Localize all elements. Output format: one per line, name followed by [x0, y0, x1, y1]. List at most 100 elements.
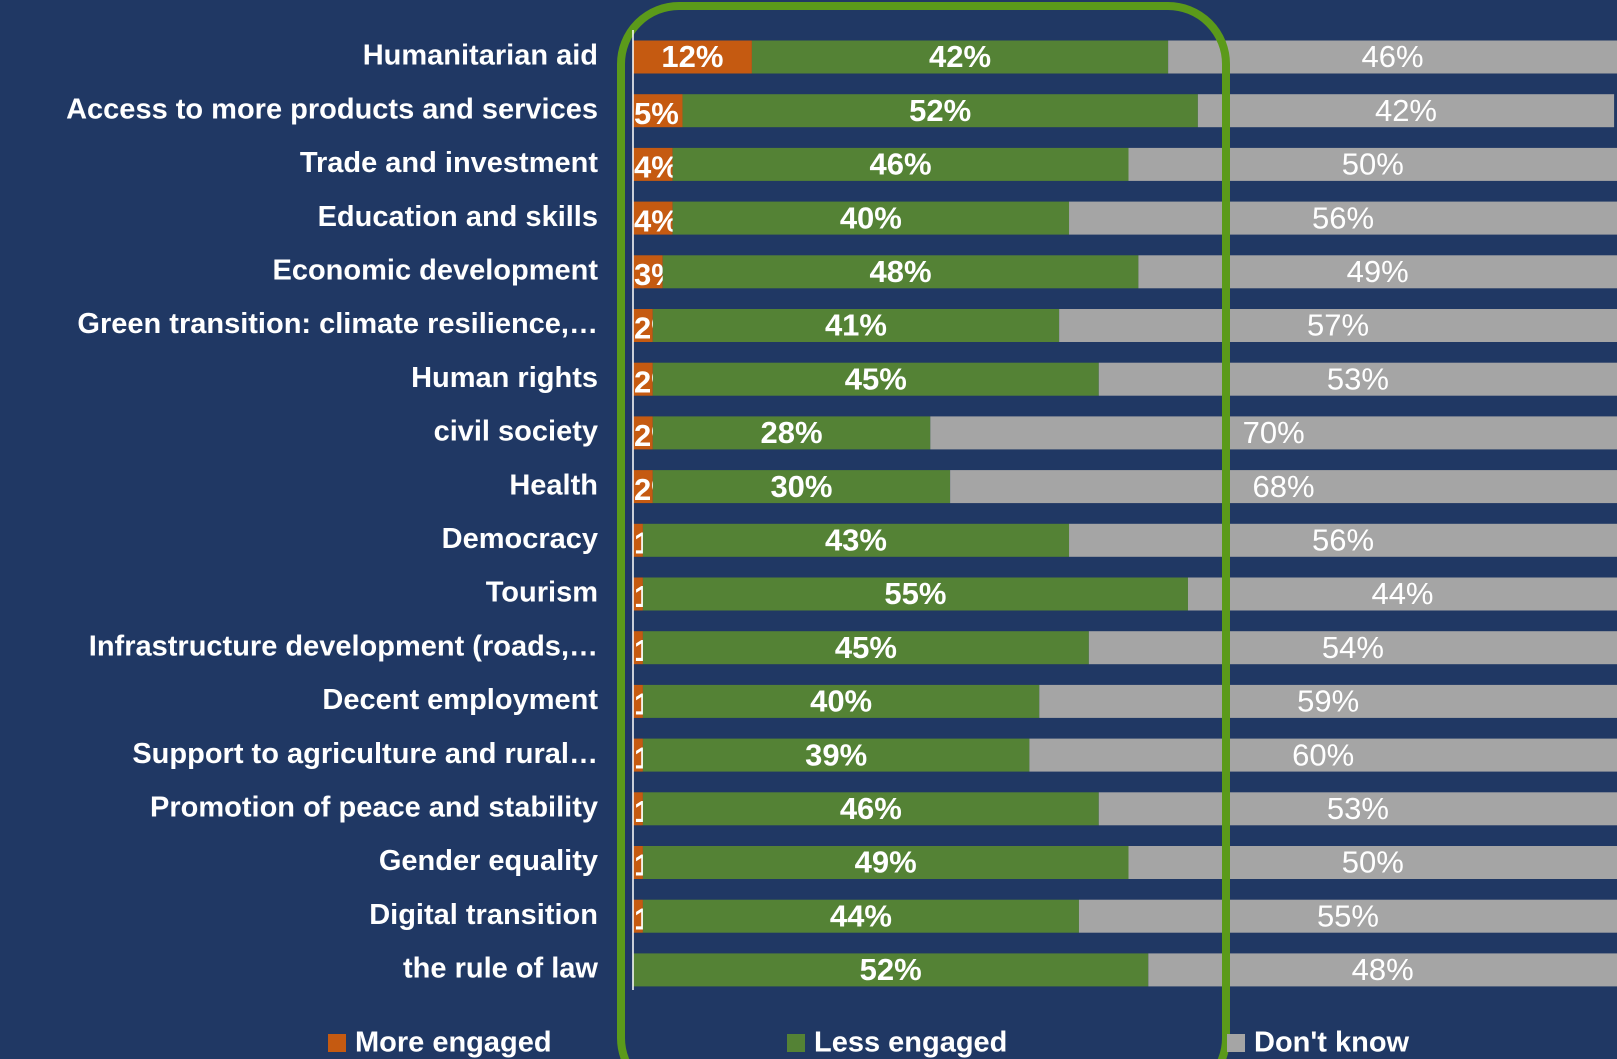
- bar-segment: [1098, 362, 1617, 396]
- bar-segment: [1098, 792, 1617, 826]
- bar-segment: [633, 577, 643, 611]
- bar-segment: [633, 362, 653, 396]
- data-label: 44%: [830, 898, 892, 933]
- y-tick-label: Digital transition: [369, 899, 598, 931]
- data-label: 50%: [1342, 147, 1404, 182]
- bar-segment: [633, 684, 643, 718]
- data-label: 46%: [840, 791, 902, 826]
- data-label: 60%: [1292, 737, 1354, 772]
- data-label: 40%: [840, 200, 902, 235]
- data-label: 39%: [805, 737, 867, 772]
- data-label: 48%: [870, 254, 932, 289]
- bar-segment: [642, 899, 1079, 933]
- bar-segment: [642, 577, 1188, 611]
- bar-segment: [652, 470, 951, 504]
- bar-segment: [642, 523, 1070, 557]
- data-label: 4%: [634, 150, 679, 185]
- y-tick-label: Green transition: climate resilience,…: [77, 308, 598, 340]
- bar-segment: [633, 899, 643, 933]
- data-label: 43%: [825, 522, 887, 557]
- bar-segment: [1138, 255, 1617, 289]
- y-tick-label: Support to agriculture and rural…: [132, 738, 598, 770]
- y-tick-label: Humanitarian aid: [363, 40, 598, 72]
- y-tick-label: Education and skills: [318, 201, 598, 233]
- data-label: 45%: [835, 630, 897, 665]
- legend-label: More engaged: [355, 1027, 552, 1059]
- data-label: 28%: [761, 415, 823, 450]
- data-label: 41%: [825, 308, 887, 343]
- data-label: 50%: [1342, 845, 1404, 880]
- bar-segment: [1128, 147, 1617, 181]
- data-label: 42%: [1375, 93, 1437, 128]
- bar-segment: [642, 846, 1129, 879]
- bar-segment: [1059, 309, 1617, 342]
- bar-segment: [633, 40, 752, 74]
- data-label: 12%: [661, 39, 723, 74]
- y-tick-label: Infrastructure development (roads,…: [89, 630, 598, 662]
- y-tick-label: Human rights: [411, 362, 598, 394]
- bar-segment: [662, 255, 1139, 289]
- bar-segment: [950, 470, 1617, 504]
- data-label: 56%: [1312, 522, 1374, 557]
- bar-segment: [633, 738, 643, 772]
- bar-segment: [633, 201, 673, 235]
- y-tick-label: Trade and investment: [300, 147, 598, 179]
- y-tick-label: the rule of law: [403, 953, 598, 985]
- data-label: 55%: [884, 576, 946, 611]
- bar-segment: [642, 684, 1040, 718]
- y-tick-label: Health: [509, 469, 598, 501]
- bar-segment: [751, 40, 1169, 74]
- bar-segment: [633, 631, 643, 665]
- highlight-frame: [617, 2, 1230, 1059]
- plot-area: Humanitarian aid 12% 42% 46% Access to more …: [66, 39, 1617, 990]
- data-label: 56%: [1312, 200, 1374, 235]
- data-label: 49%: [855, 845, 917, 880]
- bar-segment: [1029, 738, 1617, 772]
- legend-label: Less engaged: [814, 1027, 1007, 1059]
- data-label: 52%: [909, 93, 971, 128]
- data-label: 42%: [929, 39, 991, 74]
- y-tick-label: civil society: [434, 416, 598, 448]
- data-label: 4%: [634, 203, 679, 238]
- y-tick-label: Democracy: [442, 523, 598, 555]
- bar-segment: [672, 201, 1070, 235]
- bar-segment: [642, 792, 1099, 826]
- data-label: 46%: [870, 147, 932, 182]
- legend: More engaged Less engaged Don't know: [328, 1027, 1410, 1059]
- y-tick-label: Decent employment: [322, 684, 598, 716]
- bar-segment: [633, 94, 683, 128]
- data-label: 59%: [1297, 684, 1359, 719]
- y-tick-label: Gender equality: [379, 845, 598, 877]
- data-label: 53%: [1327, 791, 1389, 826]
- bar-segment: [642, 631, 1089, 665]
- bar-segment: [1168, 40, 1617, 74]
- data-label: 55%: [1317, 898, 1379, 933]
- bar-segment: [1088, 631, 1617, 665]
- y-tick-label: Economic development: [272, 254, 598, 286]
- data-label: 44%: [1371, 576, 1433, 611]
- bar-segment: [1197, 94, 1615, 128]
- bar-segment: [652, 362, 1099, 396]
- data-label: 70%: [1243, 415, 1305, 450]
- data-label: 52%: [860, 952, 922, 987]
- bar-segment: [682, 94, 1198, 128]
- legend-swatch: [328, 1034, 346, 1052]
- data-label: 57%: [1307, 308, 1369, 343]
- bar-segment: [633, 846, 643, 879]
- bar-segment: [633, 147, 673, 181]
- bar-segment: [633, 309, 653, 342]
- data-label: 53%: [1327, 361, 1389, 396]
- bar-segment: [1128, 846, 1617, 879]
- bar-segment: [1069, 523, 1617, 557]
- legend-swatch: [787, 1034, 805, 1052]
- data-label: 5%: [634, 96, 679, 131]
- data-label: 30%: [770, 469, 832, 504]
- bar-segment: [930, 416, 1617, 450]
- bar-segment: [642, 738, 1030, 772]
- bar-segment: [1078, 899, 1617, 933]
- data-label: 54%: [1322, 630, 1384, 665]
- data-label: 48%: [1352, 952, 1414, 987]
- y-tick-label: Access to more products and services: [66, 93, 598, 125]
- bar-segment: [633, 953, 1149, 987]
